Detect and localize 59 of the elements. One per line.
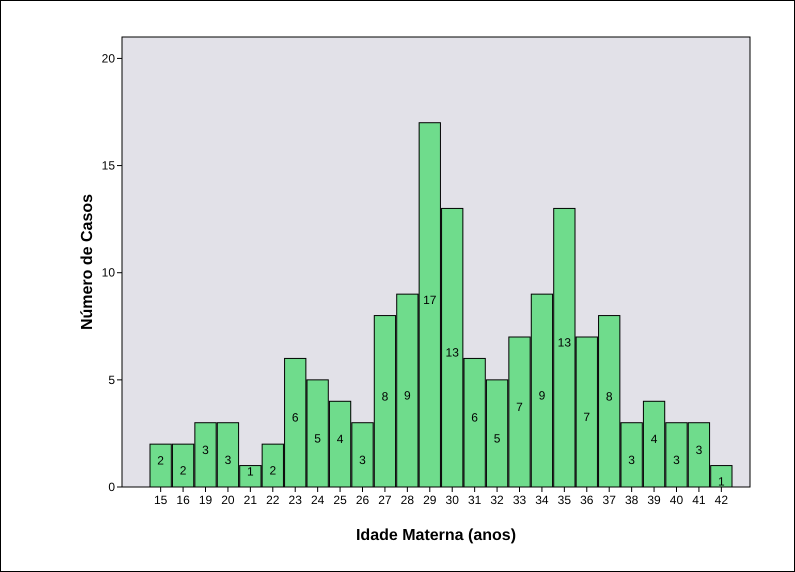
data-label: 2 <box>269 464 276 478</box>
x-tick-label: 37 <box>602 493 616 507</box>
data-label: 17 <box>423 292 437 307</box>
data-label: 3 <box>359 452 366 467</box>
x-tick-label: 21 <box>244 493 258 507</box>
data-label: 7 <box>516 400 524 414</box>
x-tick-label: 29 <box>423 493 437 507</box>
data-label: 13 <box>446 346 460 360</box>
data-label: 4 <box>650 432 658 446</box>
data-label: 1 <box>247 464 254 478</box>
data-label: 5 <box>314 431 322 446</box>
data-label: 3 <box>628 452 636 467</box>
y-tick-label: 20 <box>102 51 116 66</box>
data-label: 2 <box>157 454 164 468</box>
data-label: 2 <box>180 464 187 478</box>
x-tick-label: 30 <box>446 493 460 507</box>
x-tick-label: 24 <box>310 493 325 507</box>
x-tick-label: 40 <box>670 493 684 507</box>
x-tick-label: 32 <box>490 493 504 507</box>
data-label: 6 <box>471 410 478 425</box>
x-tick-label: 23 <box>288 493 302 507</box>
x-tick-label: 36 <box>580 493 594 507</box>
x-tick-label: 41 <box>692 493 706 507</box>
y-tick-label: 0 <box>108 480 116 494</box>
x-tick-label: 39 <box>647 493 662 507</box>
x-tick-label: 38 <box>624 493 639 507</box>
x-tick-label: 27 <box>378 493 392 507</box>
x-axis-title: Idade Materna (anos) <box>356 527 516 544</box>
data-label: 1 <box>718 474 726 488</box>
x-tick-label: 15 <box>154 493 168 507</box>
x-tick-label: 33 <box>512 493 526 507</box>
data-label: 8 <box>382 389 389 404</box>
y-axis-title: Número de Casos <box>79 194 96 330</box>
y-tick-label: 5 <box>108 372 116 387</box>
x-tick-label: 28 <box>400 493 414 507</box>
x-tick-label: 34 <box>535 493 549 507</box>
data-label: 3 <box>202 442 210 457</box>
data-label: 6 <box>292 410 299 425</box>
data-label: 13 <box>558 336 572 350</box>
data-label: 7 <box>583 410 590 424</box>
data-label: 9 <box>538 388 546 403</box>
data-label: 8 <box>606 389 613 404</box>
x-tick-label: 26 <box>356 493 370 507</box>
x-tick-label: 20 <box>221 493 235 507</box>
x-tick-label: 16 <box>176 493 190 507</box>
y-tick-label: 10 <box>102 266 116 280</box>
data-label: 3 <box>224 452 232 467</box>
x-tick-label: 31 <box>468 493 482 507</box>
x-tick-label: 19 <box>198 493 213 507</box>
x-tick-label: 35 <box>558 493 572 507</box>
data-label: 5 <box>494 431 501 446</box>
x-tick-label: 42 <box>714 493 728 507</box>
data-label: 3 <box>673 452 680 467</box>
data-label: 3 <box>696 442 703 457</box>
x-tick-label: 22 <box>266 493 280 507</box>
y-tick-label: 15 <box>102 158 116 173</box>
data-label: 9 <box>404 388 412 403</box>
data-label: 4 <box>336 432 344 446</box>
x-tick-label: 25 <box>333 493 348 507</box>
